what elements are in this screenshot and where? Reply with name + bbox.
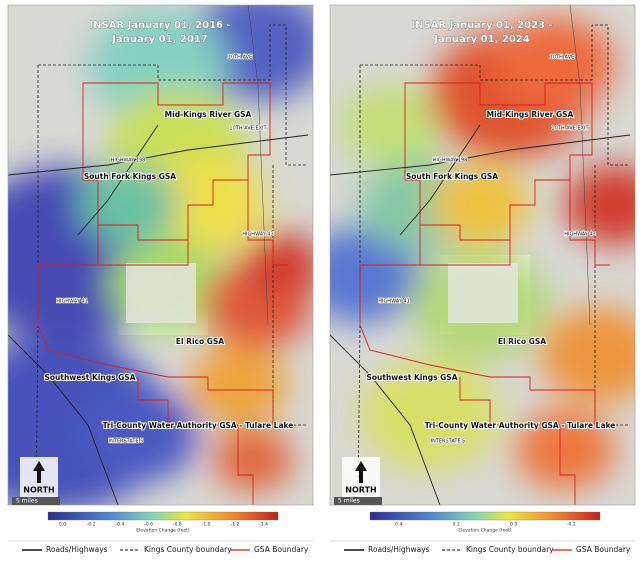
colorbar-tick: 0.0 bbox=[510, 522, 517, 528]
field-patch bbox=[448, 263, 518, 323]
north-label: NORTH bbox=[23, 486, 54, 495]
road-label: HIGHWAY 41 bbox=[56, 299, 88, 305]
road-label: INTERSTATE 5 bbox=[431, 439, 466, 445]
insar-blob bbox=[78, 387, 198, 483]
colorbar bbox=[47, 511, 279, 521]
north-arrow bbox=[355, 461, 367, 483]
legend-label: Kings County boundary bbox=[144, 545, 232, 554]
colorbar-tick: -1.2 bbox=[230, 522, 239, 528]
colorbar-label: Elevation Change (feet) bbox=[458, 528, 512, 534]
insar-blob bbox=[495, 17, 615, 113]
scale-bar bbox=[12, 497, 60, 505]
legend-label: GSA Boundary bbox=[254, 545, 309, 554]
colorbar-tick: -0.4 bbox=[115, 522, 124, 528]
colorbar-tick: -0.2 bbox=[567, 522, 576, 528]
map-frame bbox=[7, 4, 314, 506]
road-label: HIGHWAY 198 bbox=[111, 158, 146, 164]
road-label: HIGHWAY 43 bbox=[242, 232, 274, 238]
map-area bbox=[330, 5, 635, 505]
map-title: January 01, 2017 bbox=[111, 34, 207, 45]
map-title: January 01, 2024 bbox=[433, 34, 529, 45]
colorbar-tick: -1.0 bbox=[202, 522, 211, 528]
north-arrow bbox=[33, 461, 45, 483]
road-label: HIGHWAY 43 bbox=[564, 232, 596, 238]
insar-blob bbox=[565, 165, 635, 245]
gsa-label: Tri-County Water Authority GSA - Tulare … bbox=[103, 421, 294, 430]
field-patch bbox=[126, 263, 196, 323]
road-label: 10TH AVE bbox=[228, 55, 252, 61]
scale-bar bbox=[334, 497, 382, 505]
road-label: 10TH AVE bbox=[550, 55, 574, 61]
road-label: 10TH AVE EXIT bbox=[229, 126, 267, 132]
insar-blob bbox=[540, 307, 635, 403]
map-title: INSAR January 01, 2023 - bbox=[411, 20, 552, 31]
insar-blob bbox=[188, 345, 288, 425]
legend-label: Roads/Highways bbox=[46, 545, 108, 554]
north-label: NORTH bbox=[345, 486, 376, 495]
legend-label: Kings County boundary bbox=[466, 545, 554, 554]
colorbar-tick: 0.4 bbox=[395, 522, 402, 528]
road-label: INTERSTATE 5 bbox=[109, 439, 144, 445]
map-panel: INSAR January 01, 2023 - January 01, 2024… bbox=[329, 4, 636, 554]
gsa-label: South Fork Kings GSA bbox=[84, 172, 176, 181]
colorbar-tick: -0.2 bbox=[87, 522, 96, 528]
road-label: HIGHWAY 41 bbox=[378, 299, 410, 305]
legend-label: Roads/Highways bbox=[368, 545, 430, 554]
insar-blob bbox=[515, 410, 615, 490]
gsa-label: Mid-Kings River GSA bbox=[487, 110, 574, 119]
insar-blob bbox=[330, 227, 420, 323]
colorbar-label: Elevation Change (feet) bbox=[136, 528, 190, 534]
map-panel: INSAR January 01, 2016 - January 01, 2017… bbox=[7, 4, 314, 554]
gsa-label: Southwest Kings GSA bbox=[44, 373, 135, 382]
gsa-label: South Fork Kings GSA bbox=[406, 172, 498, 181]
map-title: INSAR January 01, 2016 - bbox=[89, 20, 230, 31]
gsa-label: Tri-County Water Authority GSA - Tulare … bbox=[425, 421, 616, 430]
legend-label: GSA Boundary bbox=[576, 545, 631, 554]
map-frame bbox=[329, 4, 636, 506]
gsa-label: Southwest Kings GSA bbox=[366, 373, 457, 382]
colorbar-tick: -0.8 bbox=[173, 522, 182, 528]
road-label: HIGHWAY 198 bbox=[433, 158, 468, 164]
colorbar-tick: 0.0 bbox=[59, 522, 66, 528]
map-area bbox=[8, 5, 313, 505]
insar-blob bbox=[213, 428, 293, 492]
gsa-label: Mid-Kings River GSA bbox=[165, 110, 252, 119]
colorbar-tick: -1.4 bbox=[259, 522, 268, 528]
insar-blob bbox=[340, 85, 440, 165]
road-label: 10TH AVE EXIT bbox=[551, 126, 589, 132]
gsa-label: El Rico GSA bbox=[498, 337, 546, 346]
colorbar bbox=[369, 511, 601, 521]
colorbar-tick: 0.2 bbox=[453, 522, 460, 528]
scale-label: 5 miles bbox=[16, 498, 38, 505]
gsa-label: El Rico GSA bbox=[176, 337, 224, 346]
insar-blob bbox=[360, 359, 500, 471]
scale-label: 5 miles bbox=[338, 498, 360, 505]
colorbar-tick: -0.6 bbox=[144, 522, 153, 528]
